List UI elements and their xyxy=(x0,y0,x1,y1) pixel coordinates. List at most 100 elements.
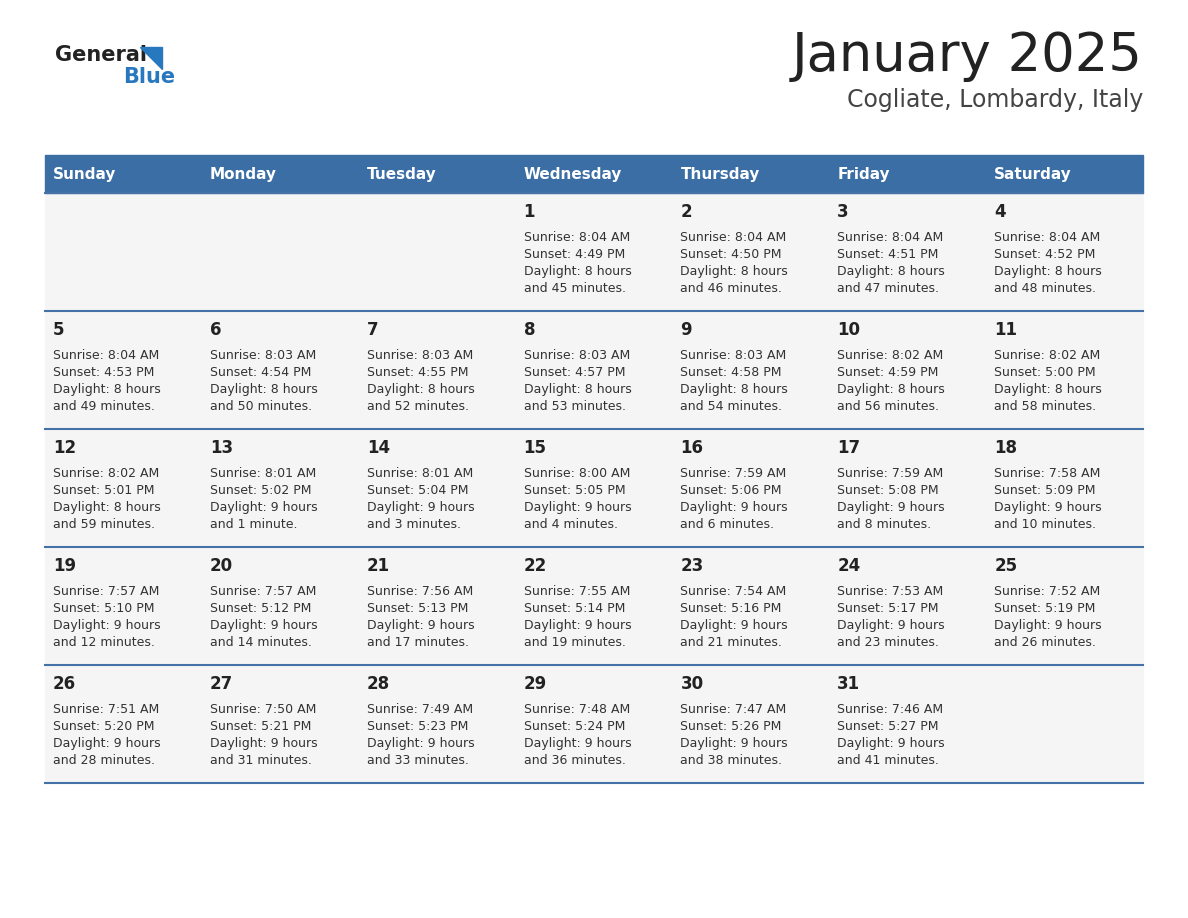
Bar xyxy=(45,429,1143,547)
Text: Sunset: 5:04 PM: Sunset: 5:04 PM xyxy=(367,484,468,497)
Text: Sunset: 4:49 PM: Sunset: 4:49 PM xyxy=(524,248,625,261)
Text: Daylight: 8 hours: Daylight: 8 hours xyxy=(681,383,788,396)
Text: and 1 minute.: and 1 minute. xyxy=(210,518,297,531)
Text: Sunrise: 7:56 AM: Sunrise: 7:56 AM xyxy=(367,585,473,598)
Text: Sunrise: 8:04 AM: Sunrise: 8:04 AM xyxy=(681,231,786,244)
Text: Daylight: 9 hours: Daylight: 9 hours xyxy=(681,619,788,632)
Text: 21: 21 xyxy=(367,557,390,575)
Bar xyxy=(45,193,1143,311)
Text: Sunrise: 7:55 AM: Sunrise: 7:55 AM xyxy=(524,585,630,598)
Text: 5: 5 xyxy=(53,321,64,339)
Text: Tuesday: Tuesday xyxy=(367,166,436,182)
Text: 27: 27 xyxy=(210,675,233,693)
Text: and 12 minutes.: and 12 minutes. xyxy=(53,636,154,649)
Text: 24: 24 xyxy=(838,557,860,575)
Text: Sunset: 5:21 PM: Sunset: 5:21 PM xyxy=(210,720,311,733)
Text: Thursday: Thursday xyxy=(681,166,760,182)
Text: 6: 6 xyxy=(210,321,221,339)
Text: and 49 minutes.: and 49 minutes. xyxy=(53,400,154,413)
Text: 29: 29 xyxy=(524,675,546,693)
Text: January 2025: January 2025 xyxy=(792,30,1143,82)
Text: 28: 28 xyxy=(367,675,390,693)
Bar xyxy=(45,547,1143,665)
Text: and 46 minutes.: and 46 minutes. xyxy=(681,282,783,295)
Text: Sunrise: 7:57 AM: Sunrise: 7:57 AM xyxy=(210,585,316,598)
Text: and 47 minutes.: and 47 minutes. xyxy=(838,282,940,295)
Text: Sunrise: 8:00 AM: Sunrise: 8:00 AM xyxy=(524,467,630,480)
Text: 2: 2 xyxy=(681,203,693,221)
Text: 3: 3 xyxy=(838,203,849,221)
Text: Daylight: 8 hours: Daylight: 8 hours xyxy=(994,383,1102,396)
Text: and 28 minutes.: and 28 minutes. xyxy=(53,754,154,767)
Text: 30: 30 xyxy=(681,675,703,693)
Text: Daylight: 8 hours: Daylight: 8 hours xyxy=(681,265,788,278)
Text: Sunset: 4:52 PM: Sunset: 4:52 PM xyxy=(994,248,1095,261)
Text: Sunrise: 8:03 AM: Sunrise: 8:03 AM xyxy=(681,349,786,362)
Text: Daylight: 8 hours: Daylight: 8 hours xyxy=(524,383,631,396)
Text: Sunrise: 7:49 AM: Sunrise: 7:49 AM xyxy=(367,703,473,716)
Text: Sunset: 5:20 PM: Sunset: 5:20 PM xyxy=(53,720,154,733)
Text: and 56 minutes.: and 56 minutes. xyxy=(838,400,940,413)
Text: Sunset: 5:14 PM: Sunset: 5:14 PM xyxy=(524,602,625,615)
Text: Sunrise: 7:57 AM: Sunrise: 7:57 AM xyxy=(53,585,159,598)
Text: Sunset: 4:54 PM: Sunset: 4:54 PM xyxy=(210,366,311,379)
Text: and 41 minutes.: and 41 minutes. xyxy=(838,754,940,767)
Text: Sunrise: 8:03 AM: Sunrise: 8:03 AM xyxy=(524,349,630,362)
Text: Daylight: 9 hours: Daylight: 9 hours xyxy=(210,619,317,632)
Text: Sunrise: 7:59 AM: Sunrise: 7:59 AM xyxy=(681,467,786,480)
Text: Daylight: 8 hours: Daylight: 8 hours xyxy=(838,383,944,396)
Text: Sunrise: 8:04 AM: Sunrise: 8:04 AM xyxy=(524,231,630,244)
Text: Daylight: 9 hours: Daylight: 9 hours xyxy=(367,501,474,514)
Text: and 19 minutes.: and 19 minutes. xyxy=(524,636,625,649)
Text: Daylight: 9 hours: Daylight: 9 hours xyxy=(994,501,1101,514)
Text: 25: 25 xyxy=(994,557,1017,575)
Text: Sunset: 5:19 PM: Sunset: 5:19 PM xyxy=(994,602,1095,615)
Text: Sunset: 5:10 PM: Sunset: 5:10 PM xyxy=(53,602,154,615)
Text: Sunrise: 7:51 AM: Sunrise: 7:51 AM xyxy=(53,703,159,716)
Text: Sunrise: 8:04 AM: Sunrise: 8:04 AM xyxy=(53,349,159,362)
Text: Sunset: 4:58 PM: Sunset: 4:58 PM xyxy=(681,366,782,379)
Text: Sunrise: 8:01 AM: Sunrise: 8:01 AM xyxy=(210,467,316,480)
Text: Daylight: 9 hours: Daylight: 9 hours xyxy=(210,501,317,514)
Text: Daylight: 9 hours: Daylight: 9 hours xyxy=(838,737,944,750)
Text: Sunset: 5:26 PM: Sunset: 5:26 PM xyxy=(681,720,782,733)
Text: Sunset: 4:51 PM: Sunset: 4:51 PM xyxy=(838,248,939,261)
Text: Daylight: 9 hours: Daylight: 9 hours xyxy=(524,737,631,750)
Text: Sunset: 4:50 PM: Sunset: 4:50 PM xyxy=(681,248,782,261)
Bar xyxy=(45,665,1143,783)
Text: 8: 8 xyxy=(524,321,535,339)
Text: Daylight: 9 hours: Daylight: 9 hours xyxy=(367,737,474,750)
Text: Daylight: 8 hours: Daylight: 8 hours xyxy=(367,383,474,396)
Text: and 52 minutes.: and 52 minutes. xyxy=(367,400,469,413)
Text: 9: 9 xyxy=(681,321,693,339)
Text: Saturday: Saturday xyxy=(994,166,1072,182)
Text: and 23 minutes.: and 23 minutes. xyxy=(838,636,940,649)
Text: and 36 minutes.: and 36 minutes. xyxy=(524,754,625,767)
Text: Sunrise: 7:52 AM: Sunrise: 7:52 AM xyxy=(994,585,1100,598)
Text: Daylight: 8 hours: Daylight: 8 hours xyxy=(53,383,160,396)
Bar xyxy=(45,311,1143,429)
Text: Daylight: 9 hours: Daylight: 9 hours xyxy=(838,619,944,632)
Text: Daylight: 9 hours: Daylight: 9 hours xyxy=(53,737,160,750)
Text: Monday: Monday xyxy=(210,166,277,182)
Text: Sunset: 4:59 PM: Sunset: 4:59 PM xyxy=(838,366,939,379)
Text: and 31 minutes.: and 31 minutes. xyxy=(210,754,311,767)
Text: Sunrise: 8:04 AM: Sunrise: 8:04 AM xyxy=(838,231,943,244)
Text: 18: 18 xyxy=(994,439,1017,457)
Text: Sunset: 5:01 PM: Sunset: 5:01 PM xyxy=(53,484,154,497)
Text: Daylight: 8 hours: Daylight: 8 hours xyxy=(838,265,944,278)
Text: Sunset: 5:12 PM: Sunset: 5:12 PM xyxy=(210,602,311,615)
Text: Sunset: 5:09 PM: Sunset: 5:09 PM xyxy=(994,484,1095,497)
Text: Sunrise: 8:04 AM: Sunrise: 8:04 AM xyxy=(994,231,1100,244)
Text: Cogliate, Lombardy, Italy: Cogliate, Lombardy, Italy xyxy=(847,88,1143,112)
Text: and 8 minutes.: and 8 minutes. xyxy=(838,518,931,531)
Text: Blue: Blue xyxy=(124,67,175,87)
Text: and 38 minutes.: and 38 minutes. xyxy=(681,754,783,767)
Text: Daylight: 8 hours: Daylight: 8 hours xyxy=(524,265,631,278)
Text: 31: 31 xyxy=(838,675,860,693)
Text: Daylight: 8 hours: Daylight: 8 hours xyxy=(210,383,317,396)
Text: Sunset: 4:55 PM: Sunset: 4:55 PM xyxy=(367,366,468,379)
Text: Sunrise: 8:02 AM: Sunrise: 8:02 AM xyxy=(838,349,943,362)
Text: 17: 17 xyxy=(838,439,860,457)
Text: Sunrise: 7:48 AM: Sunrise: 7:48 AM xyxy=(524,703,630,716)
